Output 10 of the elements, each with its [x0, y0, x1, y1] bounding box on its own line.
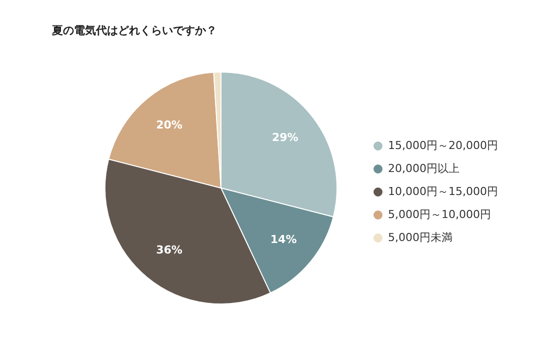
data-label: 20%: [156, 118, 182, 132]
chart-title: 夏の電気代はどれくらいですか？: [51, 24, 217, 37]
legend-label: 5,000円未満: [388, 231, 452, 244]
legend-label: 5,000円～10,000円: [388, 208, 491, 221]
legend-label: 20,000円以上: [388, 162, 460, 175]
legend-label: 15,000円～20,000円: [388, 139, 498, 152]
legend-label: 10,000円～15,000円: [388, 185, 498, 198]
data-label: 14%: [270, 232, 297, 246]
data-label: 36%: [156, 244, 182, 257]
data-label: 29%: [272, 131, 298, 144]
